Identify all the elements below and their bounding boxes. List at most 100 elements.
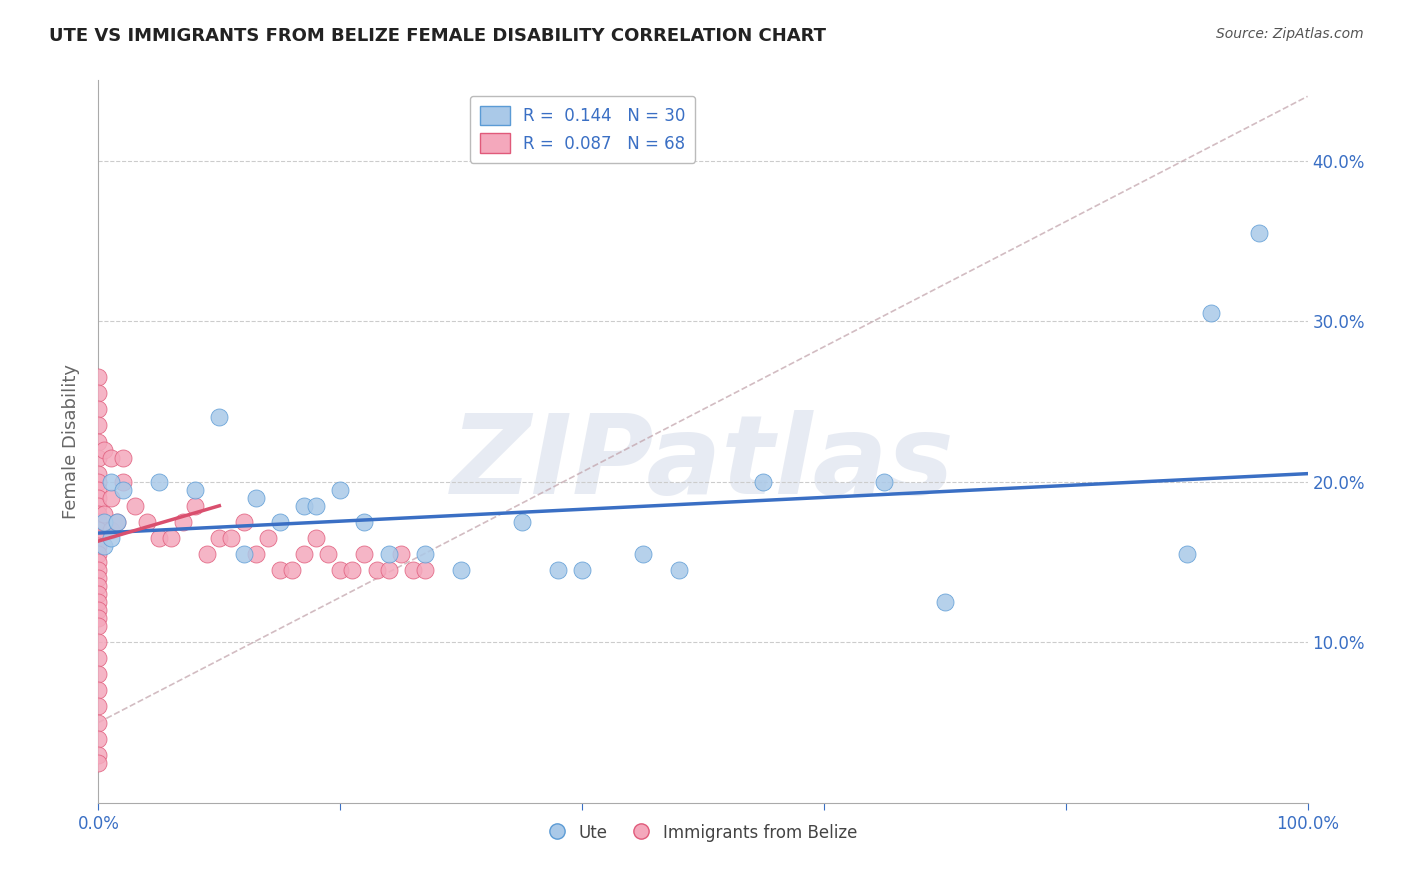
- Point: [1249, 226, 1271, 240]
- Legend: Ute, Immigrants from Belize: Ute, Immigrants from Belize: [543, 817, 863, 848]
- Point: [389, 547, 412, 561]
- Point: [87, 699, 110, 714]
- Point: [105, 515, 128, 529]
- Point: [87, 434, 110, 449]
- Point: [221, 531, 243, 545]
- Point: [184, 483, 207, 497]
- Point: [87, 507, 110, 521]
- Point: [413, 563, 436, 577]
- Point: [105, 515, 128, 529]
- Point: [93, 442, 115, 457]
- Point: [305, 531, 328, 545]
- Point: [148, 531, 170, 545]
- Point: [87, 370, 110, 384]
- Point: [100, 491, 122, 505]
- Point: [87, 402, 110, 417]
- Point: [269, 515, 291, 529]
- Point: [366, 563, 388, 577]
- Point: [87, 539, 110, 553]
- Point: [87, 555, 110, 569]
- Point: [547, 563, 569, 577]
- Point: [316, 547, 339, 561]
- Point: [87, 418, 110, 433]
- Point: [87, 547, 110, 561]
- Point: [87, 483, 110, 497]
- Point: [93, 515, 115, 529]
- Point: [281, 563, 304, 577]
- Point: [111, 475, 134, 489]
- Point: [87, 587, 110, 601]
- Point: [87, 563, 110, 577]
- Point: [292, 547, 315, 561]
- Point: [100, 475, 122, 489]
- Point: [87, 747, 110, 762]
- Point: [873, 475, 896, 489]
- Point: [1199, 306, 1222, 320]
- Text: Source: ZipAtlas.com: Source: ZipAtlas.com: [1216, 27, 1364, 41]
- Point: [87, 667, 110, 681]
- Point: [100, 450, 122, 465]
- Point: [450, 563, 472, 577]
- Point: [87, 595, 110, 609]
- Point: [631, 547, 654, 561]
- Point: [413, 547, 436, 561]
- Point: [87, 475, 110, 489]
- Point: [87, 619, 110, 633]
- Point: [111, 483, 134, 497]
- Point: [208, 410, 231, 425]
- Point: [329, 483, 352, 497]
- Text: UTE VS IMMIGRANTS FROM BELIZE FEMALE DISABILITY CORRELATION CHART: UTE VS IMMIGRANTS FROM BELIZE FEMALE DIS…: [49, 27, 827, 45]
- Point: [208, 531, 231, 545]
- Point: [195, 547, 218, 561]
- Point: [292, 499, 315, 513]
- Point: [87, 450, 110, 465]
- Point: [232, 547, 254, 561]
- Point: [100, 531, 122, 545]
- Point: [510, 515, 533, 529]
- Point: [377, 563, 399, 577]
- Point: [160, 531, 183, 545]
- Point: [93, 507, 115, 521]
- Y-axis label: Female Disability: Female Disability: [62, 364, 80, 519]
- Point: [1175, 547, 1198, 561]
- Point: [87, 651, 110, 665]
- Point: [87, 571, 110, 585]
- Text: ZIPatlas: ZIPatlas: [451, 409, 955, 516]
- Point: [245, 491, 267, 505]
- Point: [87, 491, 110, 505]
- Point: [87, 635, 110, 649]
- Point: [269, 563, 291, 577]
- Point: [93, 539, 115, 553]
- Point: [87, 386, 110, 401]
- Point: [87, 579, 110, 593]
- Point: [245, 547, 267, 561]
- Point: [232, 515, 254, 529]
- Point: [87, 515, 110, 529]
- Point: [402, 563, 425, 577]
- Point: [752, 475, 775, 489]
- Point: [148, 475, 170, 489]
- Point: [124, 499, 146, 513]
- Point: [377, 547, 399, 561]
- Point: [934, 595, 956, 609]
- Point: [353, 547, 375, 561]
- Point: [87, 603, 110, 617]
- Point: [172, 515, 194, 529]
- Point: [353, 515, 375, 529]
- Point: [135, 515, 157, 529]
- Point: [668, 563, 690, 577]
- Point: [87, 523, 110, 537]
- Point: [87, 611, 110, 625]
- Point: [87, 467, 110, 481]
- Point: [184, 499, 207, 513]
- Point: [87, 499, 110, 513]
- Point: [100, 523, 122, 537]
- Point: [305, 499, 328, 513]
- Point: [87, 756, 110, 770]
- Point: [256, 531, 278, 545]
- Point: [87, 715, 110, 730]
- Point: [111, 450, 134, 465]
- Point: [87, 731, 110, 746]
- Point: [342, 563, 364, 577]
- Point: [571, 563, 593, 577]
